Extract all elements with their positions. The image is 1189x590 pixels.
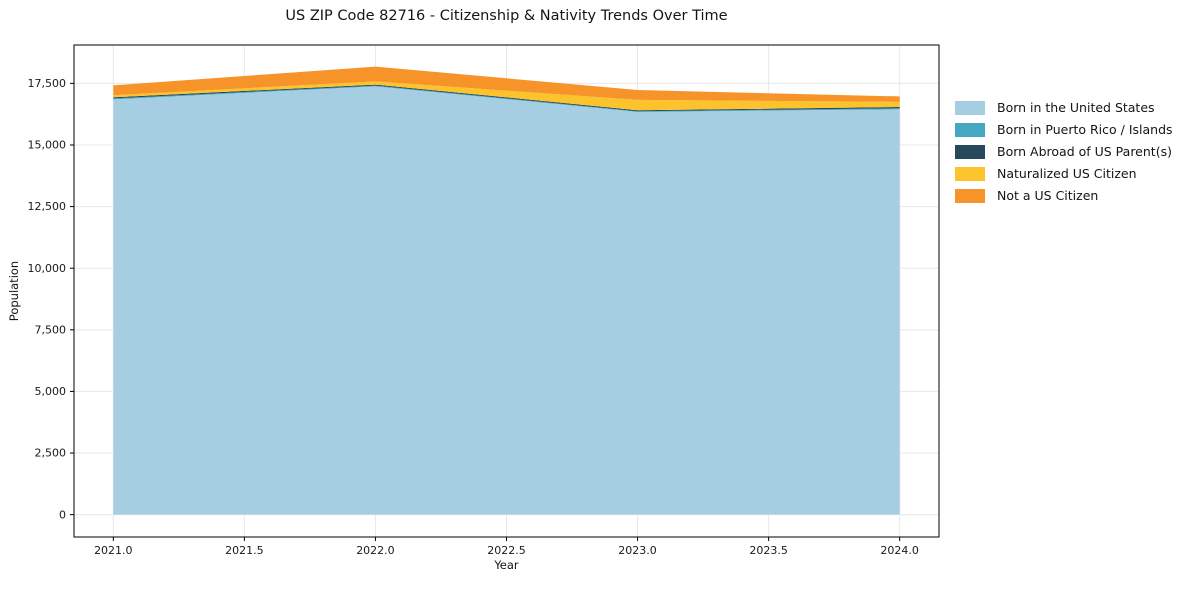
legend-item-1: Born in Puerto Rico / Islands [955, 123, 1173, 137]
x-axis-label: Year [494, 558, 519, 572]
chart-title: US ZIP Code 82716 - Citizenship & Nativi… [285, 8, 728, 24]
legend-label: Not a US Citizen [997, 188, 1099, 203]
legend-label: Born in Puerto Rico / Islands [997, 122, 1173, 137]
legend-swatch-icon [955, 189, 985, 203]
axis-ticks: 0 2,500 5,000 7,500 10,000 12,500 15,000 17,500… [28, 77, 919, 557]
legend-label: Born in the United States [997, 100, 1155, 115]
y-tick-label: 17,500 [28, 77, 67, 90]
area-series-0 [113, 86, 900, 515]
legend-swatch-icon [955, 145, 985, 159]
legend-item-0: Born in the United States [955, 101, 1173, 115]
x-tick-label: 2022.0 [356, 544, 395, 557]
x-tick-label: 2024.0 [880, 544, 919, 557]
y-tick-label: 5,000 [35, 385, 67, 398]
legend-label: Naturalized US Citizen [997, 166, 1137, 181]
x-tick-label: 2021.5 [225, 544, 264, 557]
area-series-1 [113, 85, 900, 112]
x-tick-label: 2023.5 [749, 544, 788, 557]
y-tick-label: 7,500 [35, 323, 67, 336]
legend-item-4: Not a US Citizen [955, 189, 1173, 203]
legend-item-3: Naturalized US Citizen [955, 167, 1173, 181]
legend-item-2: Born Abroad of US Parent(s) [955, 145, 1173, 159]
area-series-4 [113, 66, 900, 102]
legend-swatch-icon [955, 123, 985, 137]
x-tick-label: 2021.0 [94, 544, 133, 557]
x-tick-label: 2023.0 [618, 544, 657, 557]
y-tick-label: 0 [59, 508, 66, 521]
y-tick-label: 10,000 [28, 262, 67, 275]
y-tick-label: 15,000 [28, 139, 67, 152]
legend-swatch-icon [955, 167, 985, 181]
x-tick-label: 2022.5 [487, 544, 526, 557]
area-series-3 [113, 81, 900, 111]
stacked-areas [113, 66, 900, 515]
area-series-2 [113, 84, 900, 112]
legend-label: Born Abroad of US Parent(s) [997, 144, 1172, 159]
y-tick-label: 12,500 [28, 200, 67, 213]
legend-swatch-icon [955, 101, 985, 115]
y-tick-label: 2,500 [35, 447, 67, 460]
legend: Born in the United States Born in Puerto … [955, 101, 1173, 211]
